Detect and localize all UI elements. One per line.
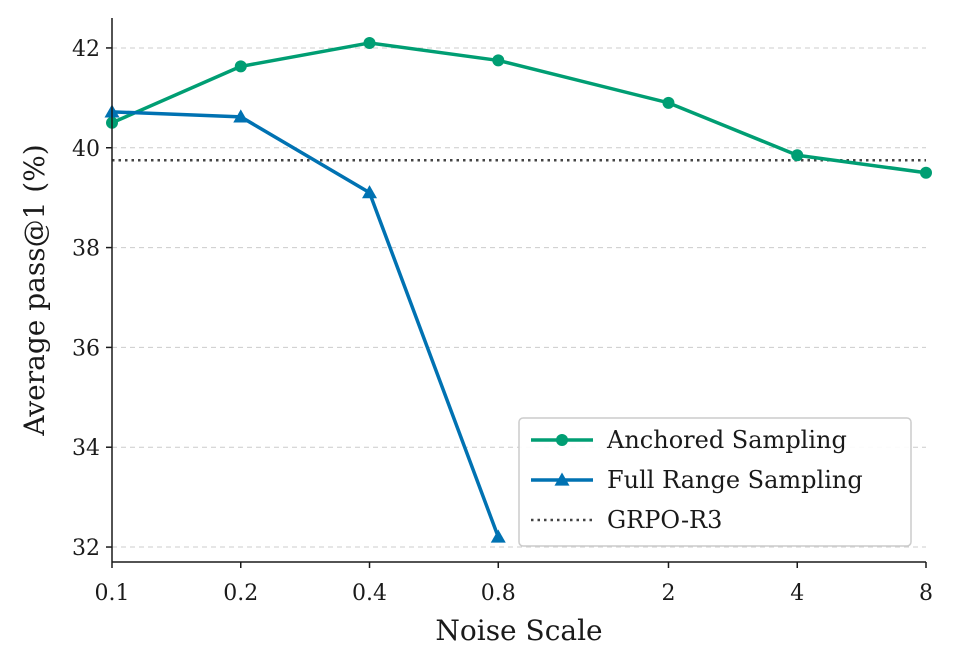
x-tick-label: 0.4 <box>352 581 387 606</box>
legend-label: GRPO-R3 <box>607 506 722 534</box>
axes <box>111 18 926 563</box>
data-point <box>234 60 247 73</box>
legend-box <box>518 417 912 547</box>
data-point <box>363 36 376 49</box>
series-line <box>111 110 500 538</box>
data-point <box>490 529 506 543</box>
series <box>104 104 506 543</box>
data-point <box>662 96 675 109</box>
legend-label: Full Range Sampling <box>607 466 863 494</box>
legend-entry: Anchored Sampling <box>531 426 847 454</box>
y-axis-label: Average pass@1 (%) <box>18 144 51 436</box>
y-axis-ticks: 32 34 36 38 40 42 <box>72 37 112 561</box>
data-point <box>233 109 249 123</box>
series <box>106 36 932 179</box>
x-axis-ticks: 0.1 0.2 0.4 0.8 2 4 8 <box>95 562 933 606</box>
y-tick-label: 34 <box>72 436 100 461</box>
grid-lines <box>112 47 926 548</box>
legend-entry: GRPO-R3 <box>531 506 722 534</box>
y-tick-label: 36 <box>72 336 100 361</box>
series-group <box>104 36 932 543</box>
legend-entry: Full Range Sampling <box>531 466 863 494</box>
y-tick-label: 38 <box>72 237 100 262</box>
series-line <box>111 41 927 175</box>
legend-marker <box>554 472 570 486</box>
x-tick-label: 0.8 <box>481 581 516 606</box>
legend-marker <box>556 434 568 446</box>
x-tick-label: 0.1 <box>95 581 130 606</box>
x-axis-label: Noise Scale <box>435 614 602 647</box>
x-tick-label: 8 <box>919 581 933 606</box>
data-point <box>920 166 932 179</box>
x-tick-label: 0.2 <box>223 581 258 606</box>
data-point <box>362 185 378 199</box>
legend: Anchored Sampling Full Range Sampling GRPO… <box>518 417 912 547</box>
legend-label: Anchored Sampling <box>606 426 847 454</box>
x-tick-label: 2 <box>661 581 675 606</box>
y-tick-label: 32 <box>72 536 100 561</box>
y-tick-label: 40 <box>72 137 100 162</box>
y-tick-label: 42 <box>72 37 100 62</box>
x-tick-label: 4 <box>790 581 804 606</box>
data-point <box>492 54 505 67</box>
data-point <box>791 149 804 162</box>
